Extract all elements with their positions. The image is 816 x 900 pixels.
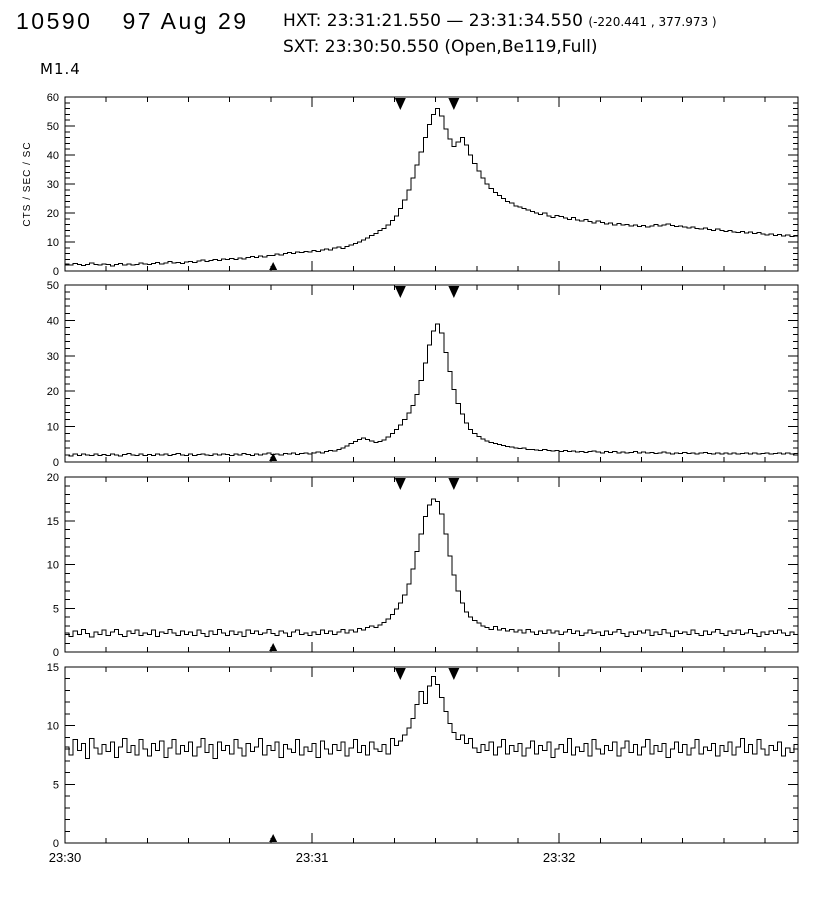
y-tick-label: 50 — [47, 280, 59, 292]
x-tick-label: 23:31 — [296, 850, 329, 865]
sxt-time-marker-icon — [269, 262, 278, 270]
lightcurve-panel1: 0 10 20 30 40 50 60 — [47, 92, 799, 278]
lightcurve-path — [65, 675, 798, 759]
y-tick-label: 5 — [53, 779, 59, 791]
y-tick-label: 30 — [47, 179, 59, 191]
hxt-interval-marker-icon — [394, 286, 406, 298]
y-tick-label: 15 — [47, 662, 59, 674]
y-tick-label: 20 — [47, 472, 59, 484]
lightcurve-path — [65, 498, 798, 638]
y-tick-label: 10 — [47, 721, 59, 733]
y-tick-label: 20 — [47, 208, 59, 220]
hxt-interval-marker-icon — [448, 286, 460, 298]
y-tick-label: 10 — [47, 237, 59, 249]
hxt-interval-marker-icon — [448, 668, 460, 680]
event-date: 97 Aug 29 — [122, 8, 249, 34]
y-tick-label: 40 — [47, 315, 59, 327]
hxt-interval-marker-icon — [394, 478, 406, 490]
y-tick-label: 50 — [47, 121, 59, 133]
y-tick-label: 15 — [47, 516, 59, 528]
y-tick-label: 10 — [47, 560, 59, 572]
y-tick-label: 0 — [53, 647, 59, 659]
page-title: 10590 97 Aug 29 — [16, 8, 249, 35]
sxt-time-line: SXT: 23:30:50.550 (Open,Be119,Full) — [283, 35, 717, 60]
y-tick-label: 20 — [47, 386, 59, 398]
x-tick-label: 23:30 — [49, 850, 82, 865]
hxt-time-line: HXT: 23:31:21.550 — 23:31:34.550 (-220.4… — [283, 9, 717, 35]
y-axis-title: CTS / SEC / SC — [22, 141, 33, 226]
hxt-interval: HXT: 23:31:21.550 — 23:31:34.550 — [283, 11, 583, 31]
lightcurve-panel4: 0 5 10 15 23:30 23:31 23:32 — [47, 662, 799, 865]
y-tick-label: 0 — [53, 457, 59, 469]
goes-class: M1.4 — [40, 60, 81, 78]
sxt-time: SXT: 23:30:50.550 (Open,Be119,Full) — [283, 37, 598, 57]
lightcurve-path — [65, 323, 798, 457]
panel-frame — [64, 666, 799, 844]
lightcurve-path — [65, 108, 798, 267]
sxt-time-marker-icon — [269, 834, 278, 842]
sxt-time-marker-icon — [269, 453, 278, 461]
panel-frame — [64, 284, 799, 463]
y-tick-label: 5 — [53, 603, 59, 615]
hxt-interval-marker-icon — [394, 98, 406, 110]
lightcurve-panel2: 0 10 20 30 40 50 — [47, 280, 799, 469]
lightcurve-panel3: 0 5 10 15 20 — [47, 472, 799, 659]
y-tick-label: 10 — [47, 422, 59, 434]
hxt-coordinates: (-220.441 , 377.973 ) — [588, 15, 717, 29]
y-tick-label: 0 — [53, 266, 59, 278]
hxt-interval-marker-icon — [448, 98, 460, 110]
x-tick-label: 23:32 — [543, 850, 576, 865]
y-tick-label: 60 — [47, 92, 59, 104]
event-id: 10590 — [16, 8, 93, 34]
y-tick-label: 30 — [47, 351, 59, 363]
hxt-interval-marker-icon — [448, 478, 460, 490]
hxt-interval-marker-icon — [394, 668, 406, 680]
y-tick-label: 0 — [53, 838, 59, 850]
sxt-time-marker-icon — [269, 643, 278, 651]
y-tick-label: 40 — [47, 150, 59, 162]
observation-times: HXT: 23:31:21.550 — 23:31:34.550 (-220.4… — [283, 9, 717, 60]
